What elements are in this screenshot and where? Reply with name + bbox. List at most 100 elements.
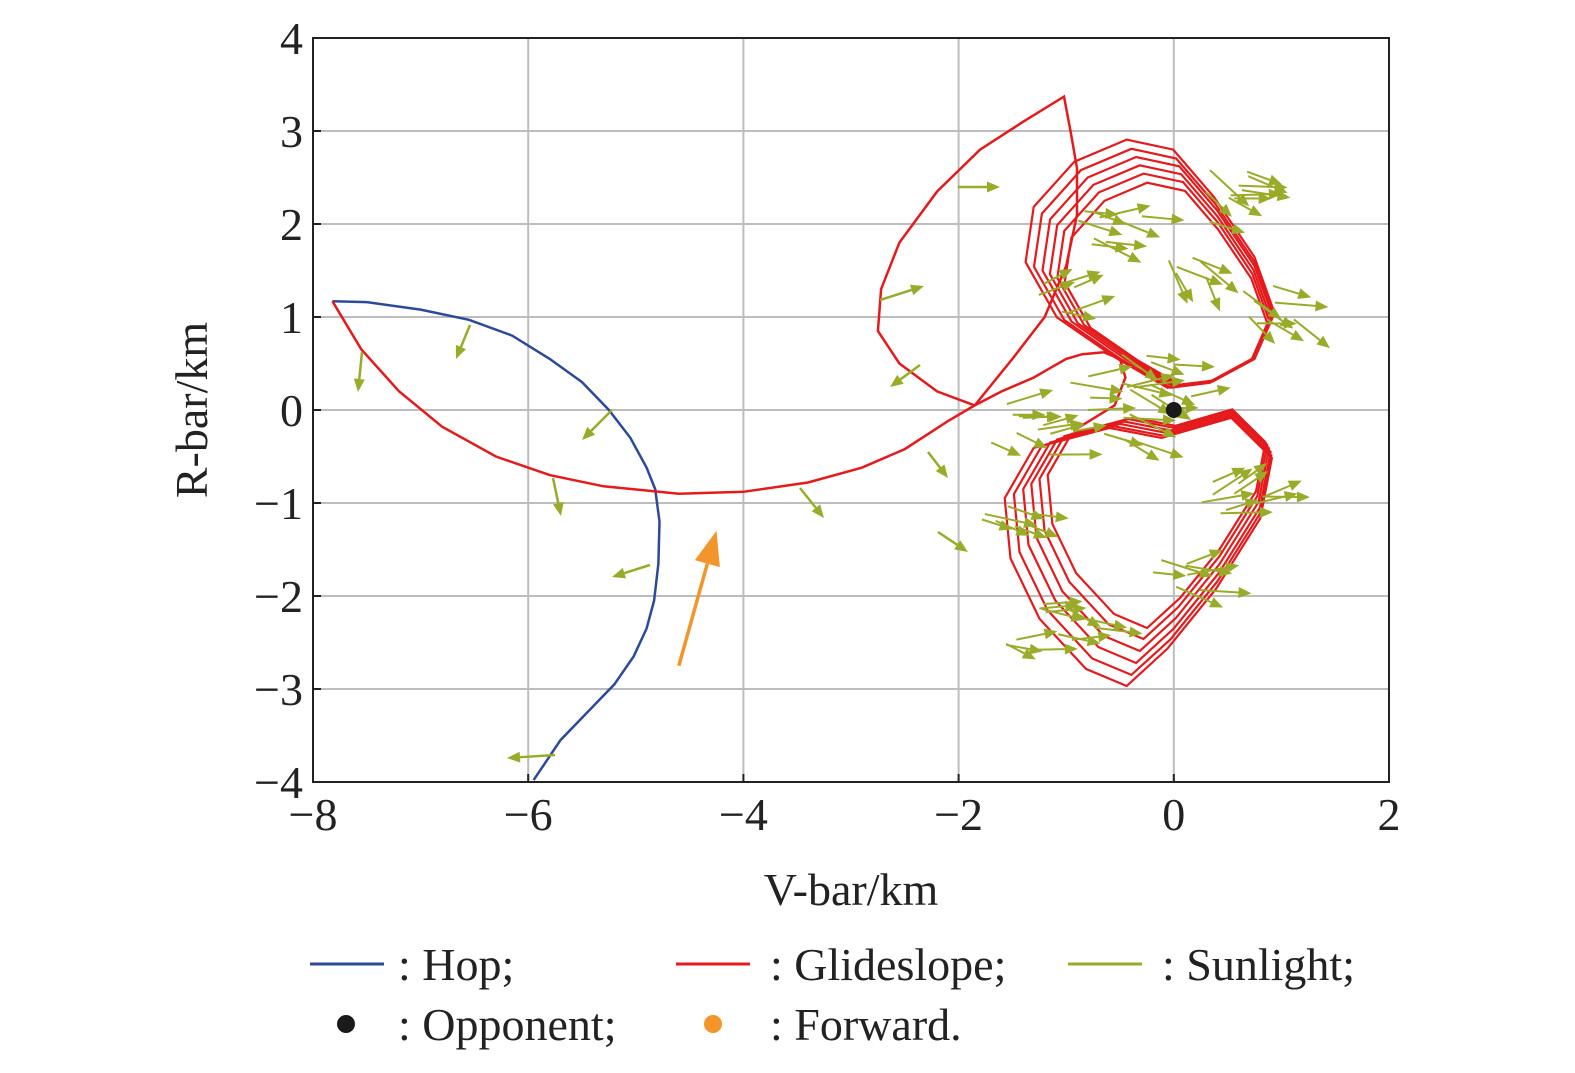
sunlight-arrow-head: [1170, 364, 1185, 376]
sunlight-arrow-shaft: [1248, 316, 1267, 336]
sunlight-arrow-head: [552, 502, 564, 516]
sunlight-arrow-head: [998, 520, 1013, 531]
sunlight-arrow-shaft: [1050, 426, 1073, 435]
sunlight-arrow-head: [1030, 509, 1045, 520]
sunlight-arrow-shaft: [1228, 196, 1252, 211]
sunlight-arrow-shaft: [1093, 237, 1131, 258]
sunlight-arrow-shaft: [1209, 169, 1241, 199]
sunlight-arrow-head: [1069, 419, 1084, 431]
sunlight-arrow-head: [507, 751, 521, 763]
sunlight-arrow-shaft: [1175, 272, 1188, 292]
sunlight-arrow-shaft: [1246, 170, 1271, 181]
legend-hop-label: : Hop;: [398, 939, 514, 990]
sunlight-arrow-head: [1218, 263, 1233, 274]
sunlight-arrow-head: [1044, 527, 1059, 538]
sunlight-arrow-head: [1262, 330, 1276, 345]
sunlight-arrow-head: [1060, 281, 1075, 292]
sunlight-arrow-shaft: [1238, 184, 1275, 189]
sunlight-arrow-shaft: [1233, 477, 1258, 495]
sunlight-arrow-head: [1109, 384, 1124, 395]
forward-arrow-head: [694, 530, 720, 568]
hop-series-line: [332, 299, 661, 781]
sunlight-arrow-head: [1315, 300, 1329, 312]
x-axis-label: V-bar/km: [764, 864, 939, 915]
sunlight-arrow-head: [1259, 506, 1273, 518]
sunlight-arrow-head: [1235, 193, 1250, 207]
sunlight-arrow-shaft: [879, 288, 912, 302]
sunlight-arrow-head: [1058, 268, 1073, 280]
sunlight-arrow-shaft: [984, 513, 1025, 524]
sunlight-arrow-head: [1023, 517, 1038, 528]
sunlight-arrow-head: [1225, 562, 1240, 574]
sunlight-arrow-shaft: [1293, 318, 1321, 341]
sunlight-arrow-head: [1129, 436, 1144, 447]
sunlight-arrow-shaft: [1186, 553, 1212, 565]
x-tick-label: −6: [504, 789, 553, 840]
sunlight-arrow-head: [1144, 368, 1158, 381]
sunlight-arrow-shaft: [519, 753, 556, 759]
sunlight-arrow-head: [1216, 385, 1231, 396]
sunlight-arrow-head: [1055, 511, 1069, 523]
sunlight-arrow-head: [890, 374, 904, 387]
sunlight-arrow-head: [1283, 317, 1297, 329]
sunlight-arrow-shaft: [1094, 626, 1130, 634]
sunlight-arrow-shaft: [1027, 523, 1047, 534]
sunlight-arrow-head: [1069, 596, 1083, 608]
sunlight-arrow-head: [1097, 631, 1112, 643]
sunlight-arrow-shaft: [1029, 648, 1065, 651]
sunlight-arrow-head: [1201, 360, 1216, 372]
sunlight-arrow-head: [935, 464, 948, 478]
sunlight-arrow-shaft: [937, 530, 958, 546]
sunlight-arrow-head: [612, 567, 627, 579]
y-tick-label: −4: [254, 757, 303, 808]
legend-glideslope-label: : Glideslope;: [770, 939, 1006, 990]
sunlight-arrow-head: [1240, 490, 1255, 501]
sunlight-arrow-head: [455, 344, 467, 359]
sunlight-arrow-shaft: [1043, 601, 1070, 605]
sunlight-arrow-head: [1180, 394, 1196, 406]
sunlight-arrow-shaft: [1014, 525, 1036, 535]
sunlight-arrow-shaft: [1129, 388, 1161, 409]
sunlight-arrow-shaft: [1209, 220, 1233, 230]
sunlight-arrow-shaft: [1037, 423, 1071, 431]
sunlight-arrow-shaft: [1265, 484, 1291, 497]
sunlight-arrow-head: [1244, 498, 1259, 510]
sunlight-arrow-head: [1064, 643, 1078, 655]
sunlight-arrow-shaft: [1146, 354, 1168, 360]
sunlight-arrow-head: [1276, 190, 1291, 202]
sunlight-arrow-head: [1297, 288, 1312, 299]
sunlight-arrow-shaft: [799, 487, 817, 509]
sunlight-arrow-head: [1136, 203, 1151, 214]
sunlight-arrow-shaft: [1212, 471, 1234, 483]
sunlight-arrow-head: [1160, 372, 1175, 384]
sunlight-arrow-head: [1283, 491, 1298, 502]
sunlight-arrow-head: [1208, 549, 1223, 560]
sunlight-arrow-shaft: [1038, 285, 1064, 296]
sunlight-arrow-head: [1209, 297, 1221, 312]
sunlight-arrow-head: [1238, 587, 1252, 598]
forward-arrow-shaft: [677, 563, 710, 667]
sunlight-arrow-head: [1108, 225, 1123, 237]
forward-arrow-group: [677, 530, 720, 667]
sunlight-arrow-shaft: [1149, 383, 1184, 401]
sunlight-arrow-head: [1007, 445, 1022, 456]
sunlight-arrow-head: [811, 504, 824, 518]
legend-opponent-label: : Opponent;: [398, 999, 616, 1050]
sunlight-arrow-head: [1172, 569, 1187, 580]
sunlight-arrow-head: [1177, 408, 1192, 421]
sunlight-arrow-shaft: [1274, 301, 1316, 307]
sunlight-arrow-head: [1111, 214, 1127, 225]
sunlight-arrow-head: [1171, 376, 1186, 388]
sunlight-arrow-head: [1274, 181, 1288, 193]
sunlight-arrow-shaft: [1073, 278, 1093, 289]
sunlight-arrow-shaft: [1192, 256, 1221, 270]
sunlight-arrow-head: [987, 181, 1000, 193]
glideslope-loop-line: [1030, 411, 1271, 653]
x-tick-label: −8: [289, 789, 338, 840]
sunlight-arrow-head: [1218, 203, 1233, 217]
sunlight-arrow-shaft: [1220, 511, 1260, 515]
sunlight-arrow-shaft: [1090, 396, 1110, 400]
sunlight-arrow-shaft: [1173, 363, 1203, 368]
x-tick-label: 2: [1378, 789, 1401, 840]
sunlight-arrow-head: [1268, 188, 1282, 200]
